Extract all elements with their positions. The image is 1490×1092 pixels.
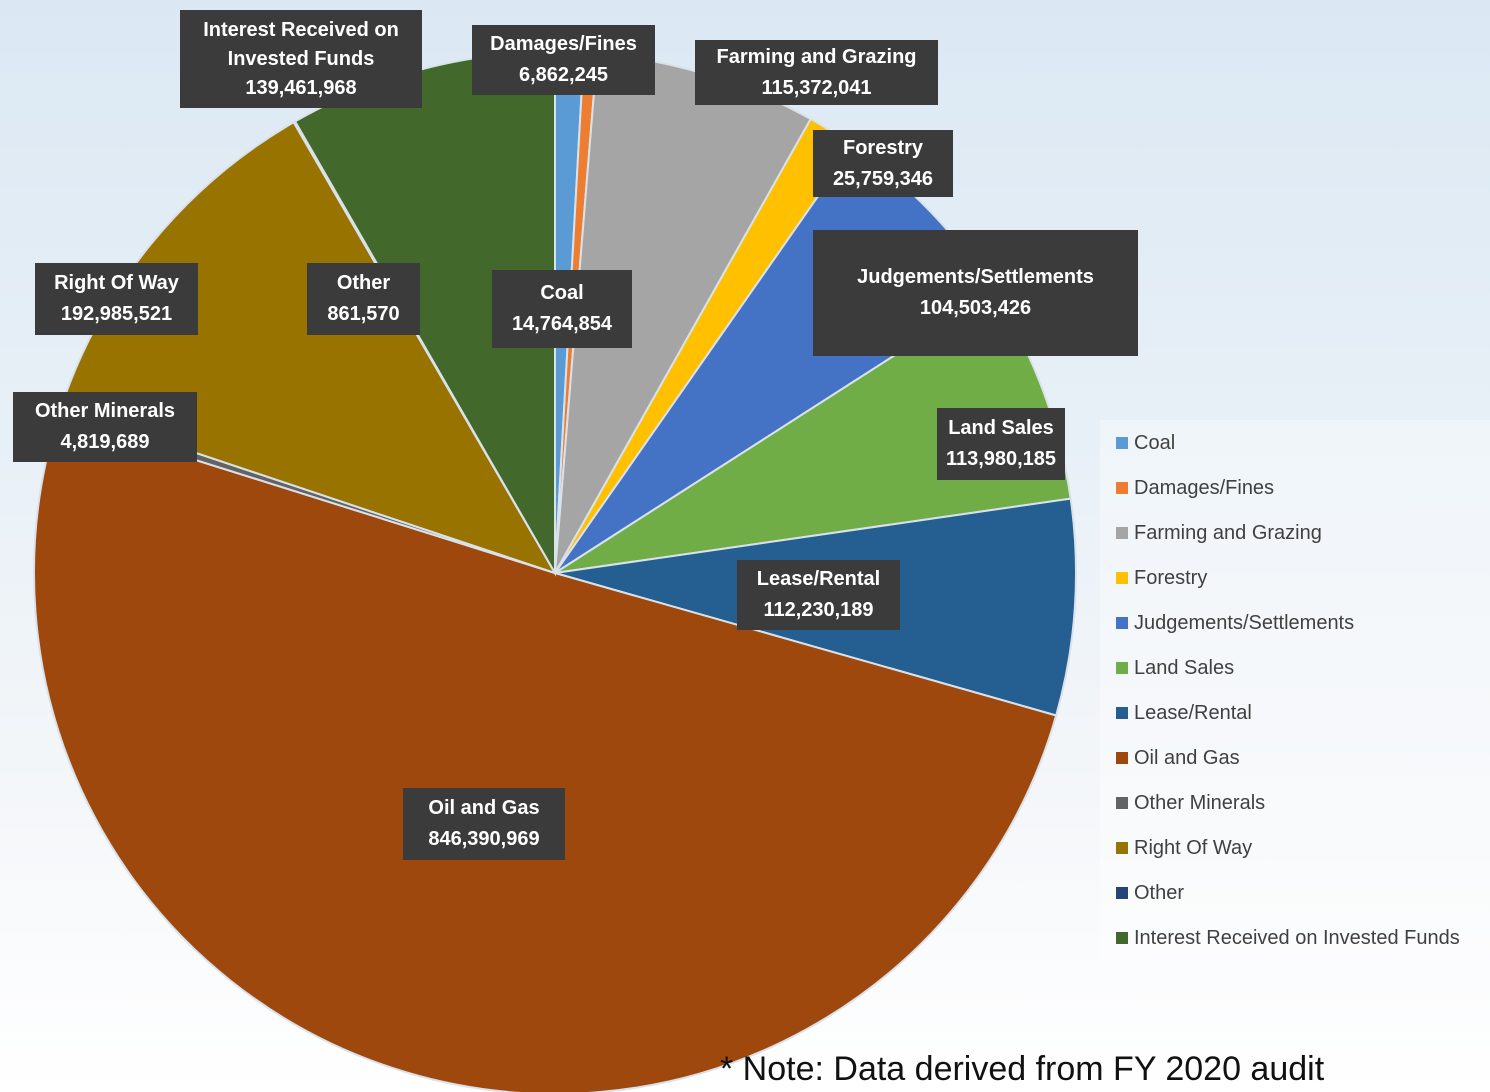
- legend-item: Judgements/Settlements: [1116, 611, 1354, 635]
- label-value: 861,570: [327, 303, 400, 325]
- label-value: 104,503,426: [919, 297, 1032, 319]
- data-label: Right Of Way 192,985,521: [35, 263, 198, 335]
- label-value: 192,985,521: [60, 303, 173, 325]
- label-value: 14,764,854: [511, 313, 613, 335]
- legend-label: Other Minerals: [1134, 792, 1266, 814]
- label-name: Lease/Rental: [756, 568, 881, 590]
- legend-item: Land Sales: [1116, 656, 1234, 680]
- pie-slice: [59, 120, 558, 575]
- label-name: Damages/Fines: [490, 33, 637, 55]
- data-label: Land Sales 113,980,185: [937, 408, 1065, 480]
- legend-swatch: [1116, 527, 1128, 539]
- data-label: Lease/Rental 112,230,189: [737, 560, 900, 630]
- legend: Coal Damages/Fines Farming and Grazing Fore…: [1100, 420, 1490, 962]
- legend-label: Coal: [1134, 432, 1176, 454]
- legend-swatch: [1116, 437, 1128, 449]
- legend-item: Farming and Grazing: [1116, 521, 1322, 545]
- label-value: 4,819,689: [60, 431, 150, 453]
- legend-item: Coal: [1116, 431, 1175, 455]
- legend-item: Lease/Rental: [1116, 701, 1252, 725]
- legend-label: Land Sales: [1134, 657, 1235, 679]
- label-value: 139,461,968: [245, 76, 357, 99]
- label-name: Land Sales: [948, 417, 1054, 439]
- legend-swatch: [1116, 887, 1128, 899]
- label-name: Right Of Way: [54, 272, 179, 294]
- data-label: Interest Received on Invested Funds 139,4…: [180, 10, 422, 108]
- legend-swatch: [1116, 932, 1128, 944]
- label-name: Farming and Grazing: [716, 45, 917, 68]
- label-value: 25,759,346: [832, 167, 934, 190]
- legend-swatch: [1116, 797, 1128, 809]
- label-value: 846,390,969: [428, 828, 540, 850]
- label-name: Other: [336, 272, 391, 294]
- legend-label: Damages/Fines: [1134, 477, 1275, 499]
- data-label: Damages/Fines 6,862,245: [472, 25, 655, 95]
- data-label: Forestry 25,759,346: [813, 130, 953, 197]
- label-name: Judgements/Settlements: [857, 266, 1094, 288]
- pie-slice: [33, 415, 1058, 1092]
- label-name: Other Minerals: [34, 400, 176, 422]
- label-value: 6,862,245: [519, 64, 608, 86]
- note: * Note: Data derived from FY 2020 audit: [720, 1050, 1325, 1088]
- legend-item: Other: [1116, 881, 1184, 905]
- legend-label: Farming and Grazing: [1134, 522, 1322, 544]
- label-name: Coal: [540, 282, 584, 304]
- legend-item: Interest Received on Invested Funds: [1116, 926, 1460, 950]
- label-value: 112,230,189: [763, 599, 874, 621]
- data-label: Oil and Gas 846,390,969: [403, 788, 565, 860]
- legend-swatch: [1116, 752, 1128, 764]
- legend-label: Oil and Gas: [1134, 747, 1240, 769]
- legend-label: Other: [1134, 882, 1185, 904]
- legend-item: Right Of Way: [1116, 836, 1252, 860]
- label-value: 113,980,185: [945, 448, 1057, 470]
- legend-item: Damages/Fines: [1116, 476, 1274, 500]
- label-name: Interest Received on Invested Funds: [203, 18, 399, 70]
- legend-item: Other Minerals: [1116, 791, 1265, 815]
- legend-label: Lease/Rental: [1134, 702, 1252, 724]
- legend-swatch: [1116, 482, 1128, 494]
- data-label: Other 861,570: [307, 263, 420, 335]
- legend-swatch: [1116, 572, 1128, 584]
- label-name: Oil and Gas: [428, 797, 540, 819]
- legend-label: Right Of Way: [1134, 837, 1253, 859]
- label-name: Forestry: [842, 136, 924, 159]
- legend-item: Oil and Gas: [1116, 746, 1240, 770]
- legend-swatch: [1116, 707, 1128, 719]
- legend-swatch: [1116, 662, 1128, 674]
- legend-item: Forestry: [1116, 566, 1207, 590]
- data-label: Farming and Grazing 115,372,041: [695, 40, 938, 105]
- data-label: Judgements/Settlements 104,503,426: [813, 230, 1138, 356]
- legend-label: Interest Received on Invested Funds: [1134, 927, 1460, 949]
- legend-label: Forestry: [1134, 567, 1208, 589]
- legend-swatch: [1116, 842, 1128, 854]
- data-label: Coal 14,764,854: [492, 270, 632, 348]
- legend-label: Judgements/Settlements: [1134, 612, 1355, 634]
- legend-swatch: [1116, 617, 1128, 629]
- data-label: Other Minerals 4,819,689: [13, 392, 197, 462]
- label-value: 115,372,041: [761, 76, 872, 99]
